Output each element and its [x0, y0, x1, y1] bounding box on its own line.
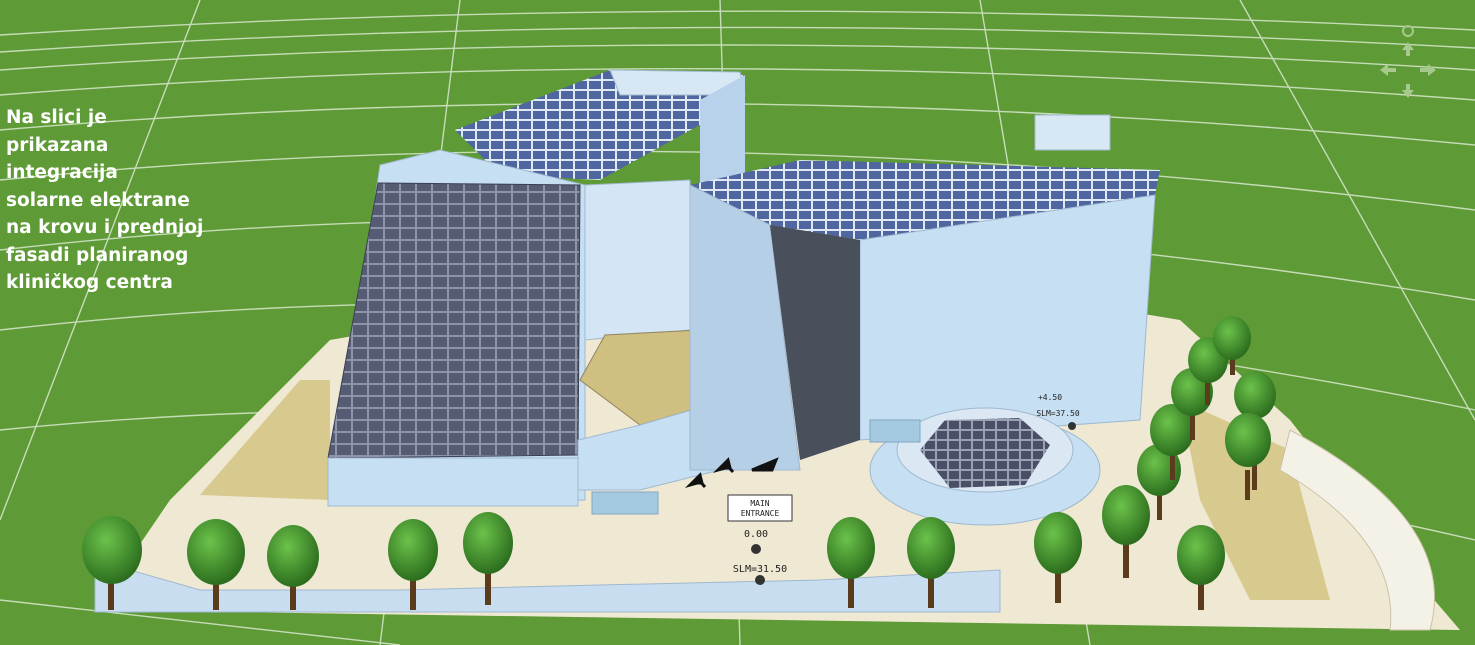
image-caption: Na slici je prikazana integracija solarn… [6, 104, 246, 297]
left-wing-roof [455, 70, 745, 180]
slm-marker-front-icon [755, 575, 765, 585]
tree [82, 516, 142, 610]
dark-facade-strip [770, 225, 860, 460]
level-marker-front-icon [751, 544, 761, 554]
sand-area-left [200, 380, 330, 500]
tree [907, 517, 955, 608]
entrance-label-box [727, 494, 793, 522]
tree [1102, 485, 1150, 578]
driveway-curve [1279, 429, 1435, 631]
tree [463, 512, 513, 605]
navigation-compass-icon[interactable] [1378, 22, 1438, 102]
arrow-down-icon[interactable] [1402, 84, 1414, 98]
level-label-side: +4.50 [1038, 393, 1062, 402]
slm-label-side: SLM=37.50 [1036, 409, 1080, 418]
tree [267, 525, 319, 610]
caption-line: kliničkog centra [6, 272, 173, 293]
nav-center-icon [1402, 25, 1414, 37]
tree [1213, 316, 1251, 375]
caption-line: na krovu i prednjoj [6, 217, 204, 238]
caption-line: prikazana [6, 134, 109, 156]
tree [1034, 512, 1082, 603]
tree [1225, 413, 1271, 500]
right-wing-tower [1034, 114, 1111, 151]
trees [82, 316, 1276, 610]
tree [388, 519, 438, 610]
sand-area-right [1180, 400, 1330, 600]
entrance-label-line2: ENTRANCE [741, 509, 780, 518]
tree [1150, 404, 1194, 480]
caption-line: integracija [6, 162, 118, 183]
entrance-label-line1: MAIN [750, 499, 769, 508]
tree [187, 519, 245, 610]
slm-marker-side-icon [1068, 422, 1076, 430]
tree [827, 517, 875, 608]
front-wall [94, 559, 1001, 613]
caption-line: fasadi planiranog [6, 244, 189, 266]
right-wing-roof [690, 160, 1160, 240]
pool-left [591, 491, 659, 515]
helipad-solar-array [920, 418, 1050, 488]
entrance-arrows [684, 457, 779, 489]
tree [1177, 525, 1225, 610]
arrow-up-icon[interactable] [1402, 42, 1414, 56]
caption-line: Na slici je [6, 107, 107, 128]
left-wing-side [700, 75, 745, 200]
caption-line: solarne elektrane [6, 189, 190, 211]
arrow-left-icon[interactable] [1380, 64, 1396, 76]
right-wing-front-wall [689, 184, 801, 471]
left-block-base [327, 457, 579, 507]
center-block [584, 179, 691, 341]
slm-label-front: SLM=31.50 [733, 564, 787, 575]
pool-right [869, 419, 921, 443]
level-label-front: 0.00 [744, 529, 768, 540]
arrow-right-icon[interactable] [1420, 64, 1436, 76]
